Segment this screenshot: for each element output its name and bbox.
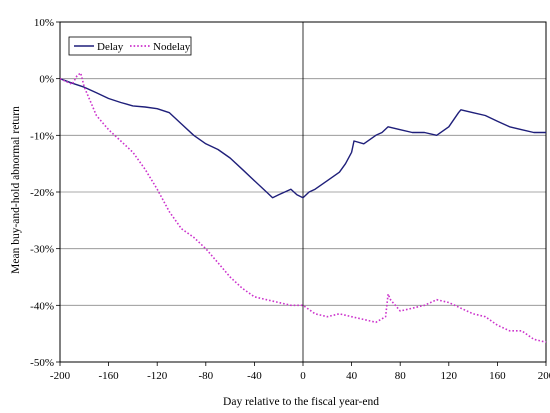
x-axis-ticks: -200 -160 -120 -80 -40 0 40 80 120 160 200 bbox=[50, 362, 550, 382]
x-tick-label: -80 bbox=[198, 370, 213, 382]
x-tick-label: 200 bbox=[538, 370, 550, 382]
legend-label-delay: Delay bbox=[97, 41, 124, 53]
x-tick-label: -40 bbox=[247, 370, 262, 382]
x-tick-label: -120 bbox=[147, 370, 168, 382]
series-line-delay bbox=[59, 78, 546, 199]
x-tick-label: 40 bbox=[346, 370, 358, 382]
y-axis-ticks: 10% 0% -10% -20% -30% -40% -50% bbox=[30, 17, 60, 369]
legend: Delay Nodelay bbox=[68, 36, 192, 56]
legend-label-nodelay: Nodelay bbox=[153, 41, 191, 53]
series-line-nodelay bbox=[59, 72, 547, 343]
x-axis-title: Day relative to the fiscal year-end bbox=[223, 396, 379, 408]
x-tick-label: -200 bbox=[50, 370, 71, 382]
y-tick-label: 10% bbox=[34, 17, 54, 29]
series-layer bbox=[59, 72, 547, 343]
y-axis-title: Mean buy-and-hold abnormal return bbox=[10, 106, 22, 274]
x-tick-label: 80 bbox=[395, 370, 407, 382]
y-tick-label: 0% bbox=[39, 74, 54, 86]
x-tick-label: 160 bbox=[489, 370, 506, 382]
x-tick-label: 120 bbox=[441, 370, 458, 382]
y-tick-label: -50% bbox=[30, 357, 54, 369]
x-tick-label: 0 bbox=[300, 370, 306, 382]
y-tick-label: -30% bbox=[30, 244, 54, 256]
y-tick-label: -40% bbox=[30, 300, 54, 312]
y-tick-label: -20% bbox=[30, 187, 54, 199]
x-tick-label: -160 bbox=[99, 370, 120, 382]
y-tick-label: -10% bbox=[30, 130, 54, 142]
